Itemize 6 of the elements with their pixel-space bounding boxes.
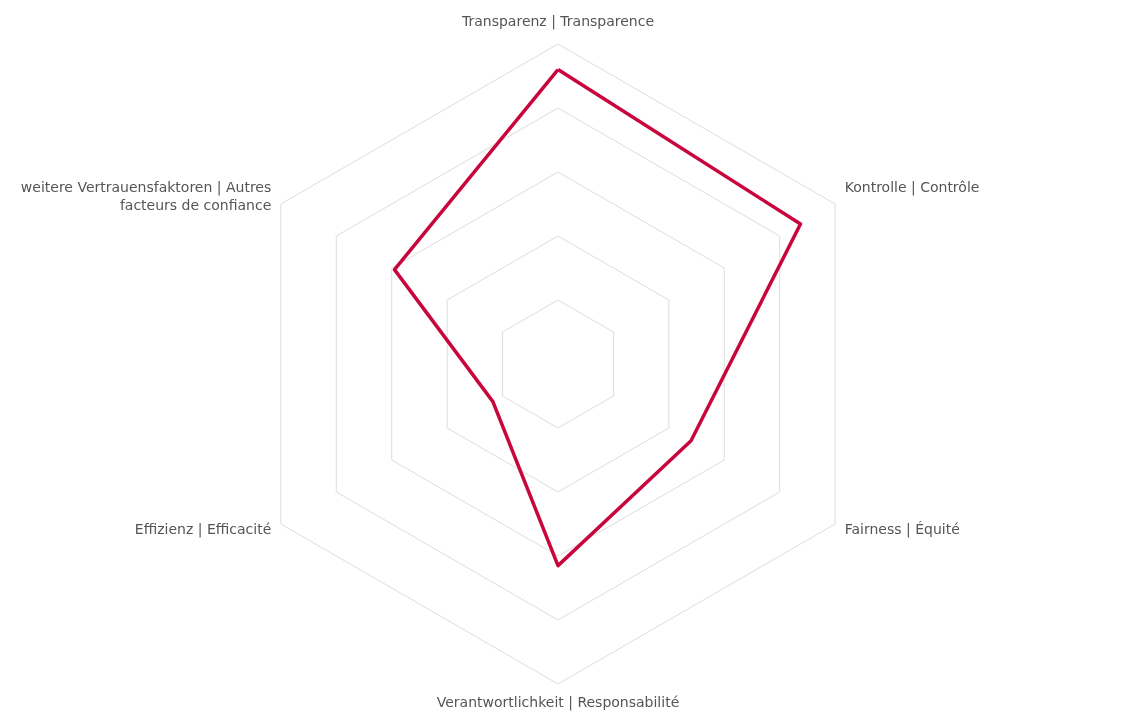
spoke-label: Verantwortlichkeit | Responsabilité bbox=[436, 694, 680, 712]
spoke-label: weitere Vertrauensfaktoren | Autres facteurs de confiance bbox=[20, 179, 272, 213]
spoke-label: Fairness | Équité bbox=[844, 521, 960, 539]
spoke-label: Effizienz | Efficacité bbox=[134, 521, 272, 539]
spoke-label: Kontrolle | Contrôle bbox=[844, 179, 980, 196]
spoke-label: Transparenz | Transparence bbox=[460, 12, 655, 30]
